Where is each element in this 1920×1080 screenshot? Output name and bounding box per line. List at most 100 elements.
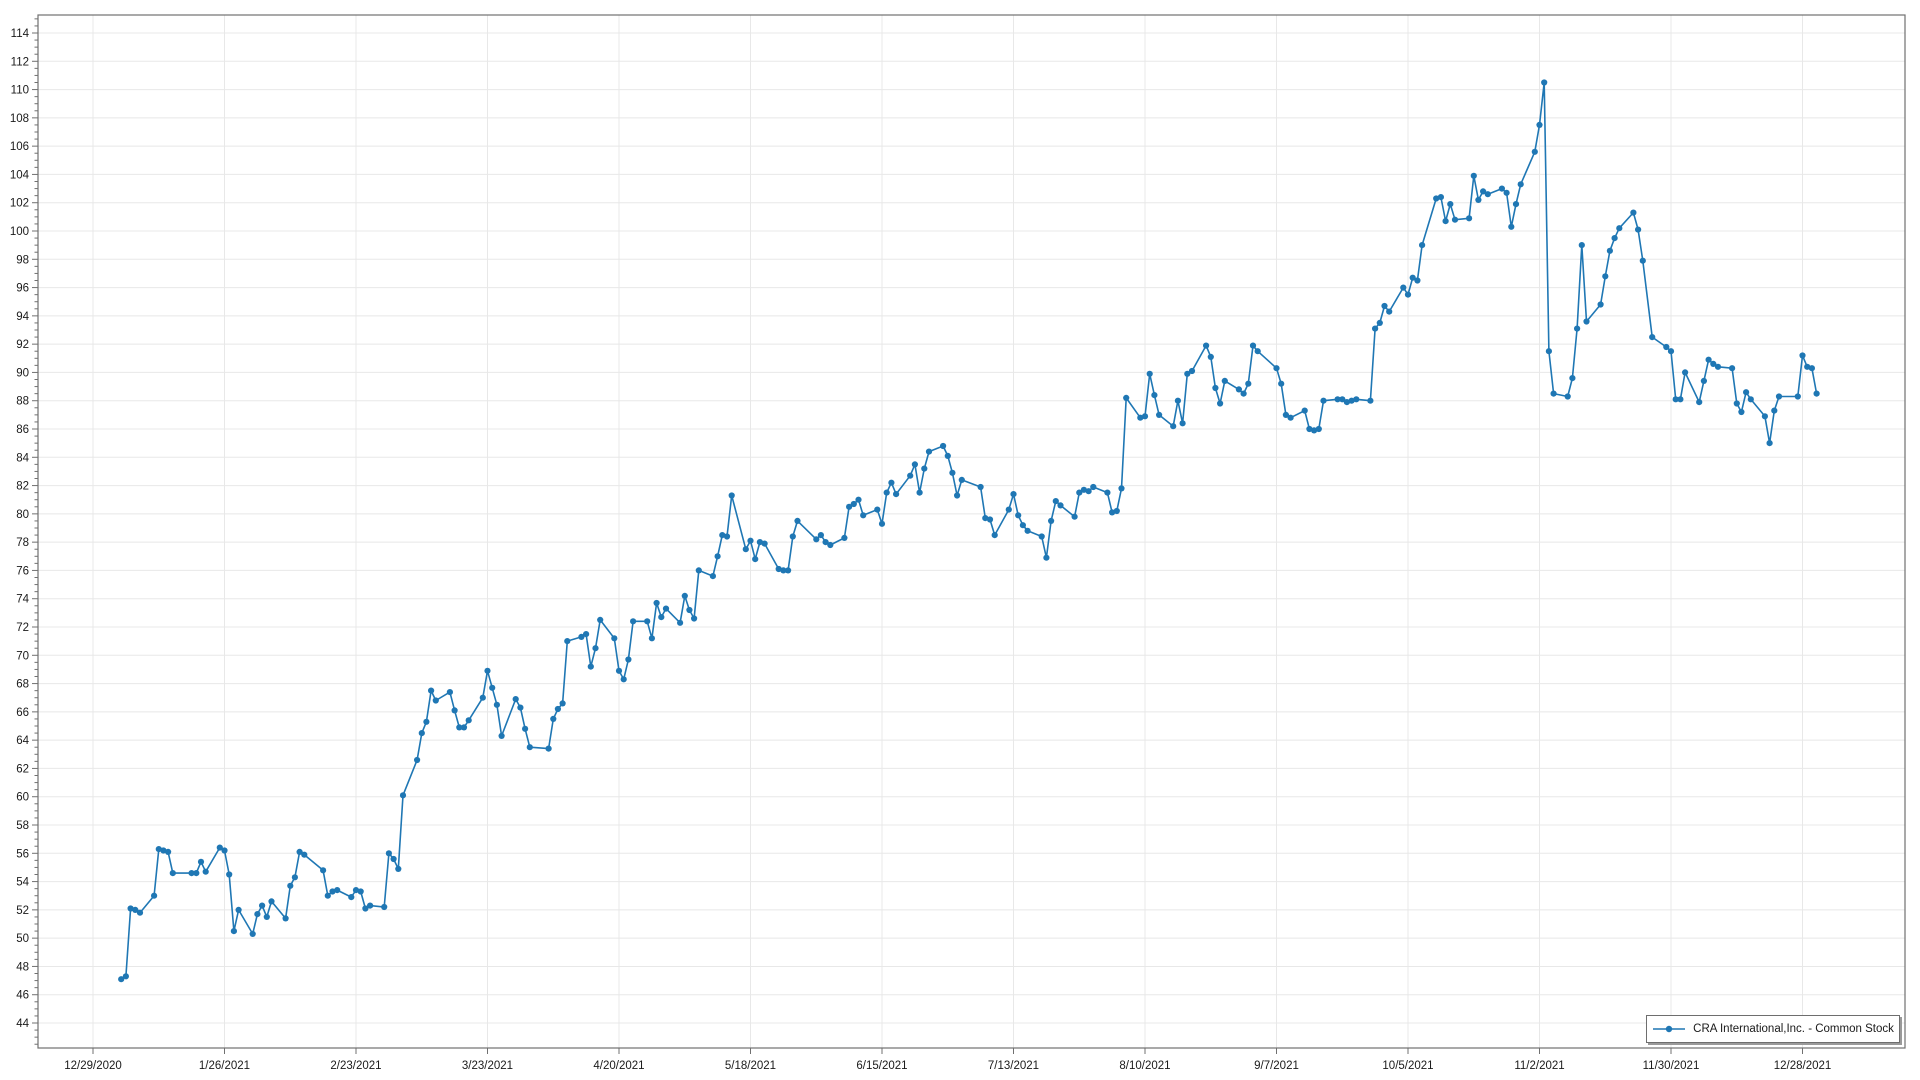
data-point [1019, 522, 1026, 529]
data-point [1794, 393, 1801, 400]
data-point [940, 442, 947, 450]
data-point [625, 656, 632, 663]
x-tick-label: 10/5/2021 [1382, 1060, 1433, 1072]
legend[interactable]: CRA International,Inc. - Common Stock [1646, 1015, 1900, 1043]
data-point [1080, 486, 1087, 493]
data-point [1174, 397, 1181, 404]
y-tick-label: 62 [16, 763, 29, 775]
y-tick-label: 80 [16, 509, 29, 521]
y-tick-label: 68 [16, 679, 29, 691]
data-point [1217, 400, 1224, 407]
data-point [1672, 396, 1679, 403]
y-tick-label: 92 [16, 339, 29, 351]
data-point [1649, 334, 1656, 341]
data-point [1700, 377, 1707, 384]
data-point [1447, 201, 1454, 208]
data-point [334, 887, 341, 894]
data-point [169, 870, 176, 877]
data-point [136, 909, 144, 916]
data-point [756, 539, 764, 546]
data-point [662, 605, 670, 612]
data-point [188, 870, 195, 877]
data-point [775, 565, 782, 573]
data-point [1437, 194, 1444, 201]
data-point [1071, 513, 1078, 520]
data-point [691, 615, 698, 622]
data-point [1442, 218, 1449, 225]
y-tick-label: 114 [11, 28, 30, 40]
data-point [597, 616, 604, 624]
data-point [1667, 348, 1675, 355]
data-point [151, 892, 158, 899]
y-tick-label: 48 [16, 961, 29, 973]
data-point [761, 540, 768, 547]
legend-line-marker-icon [1653, 1025, 1686, 1033]
data-point [785, 567, 792, 574]
data-point [301, 851, 308, 858]
data-point [648, 635, 656, 642]
data-point [1517, 181, 1524, 188]
data-point [1156, 411, 1163, 418]
data-point [517, 704, 524, 711]
data-point [1799, 352, 1806, 359]
data-point [1705, 356, 1712, 363]
data-point [1249, 342, 1257, 349]
data-point [221, 847, 228, 854]
x-tick-label: 2/23/2021 [330, 1060, 381, 1072]
y-tick-label: 84 [16, 452, 29, 464]
data-point [1729, 365, 1736, 372]
data-point [512, 696, 519, 703]
data-point [254, 911, 261, 918]
data-point [709, 573, 717, 580]
data-point [653, 599, 660, 607]
data-point [916, 489, 923, 496]
data-point [1677, 396, 1684, 403]
y-tick-label: 90 [16, 367, 29, 379]
data-point [1710, 360, 1717, 367]
y-tick-label: 52 [16, 905, 29, 917]
data-point [1611, 235, 1618, 242]
data-point [723, 533, 731, 540]
x-tick-label: 11/30/2021 [1643, 1060, 1700, 1072]
data-point [620, 676, 627, 683]
data-point [352, 887, 360, 894]
x-tick-label: 9/7/2021 [1254, 1060, 1299, 1072]
data-point [1574, 325, 1581, 332]
data-point [789, 533, 796, 540]
data-point [268, 898, 275, 905]
data-point [1475, 196, 1482, 203]
data-point [911, 461, 919, 468]
y-tick-label: 44 [16, 1018, 29, 1030]
y-tick-label: 56 [16, 848, 29, 860]
data-point [1470, 172, 1477, 179]
y-tick-label: 88 [16, 396, 29, 408]
data-point [728, 492, 735, 499]
data-point [954, 492, 961, 499]
data-point [991, 532, 998, 539]
data-point [860, 512, 867, 519]
data-point [1766, 440, 1773, 447]
data-point [1113, 507, 1120, 515]
data-point [1273, 365, 1280, 372]
plot-border [37, 14, 1906, 1049]
data-point [324, 892, 331, 899]
data-point [296, 848, 303, 856]
data-point [1498, 185, 1505, 192]
data-point [362, 905, 369, 912]
legend-label: CRA International,Inc. - Common Stock [1693, 1023, 1894, 1035]
data-point [592, 645, 599, 652]
data-point [1733, 400, 1740, 407]
data-point [1024, 527, 1031, 534]
data-point [460, 724, 468, 731]
y-tick-label: 96 [16, 283, 29, 295]
y-tick-label: 64 [16, 735, 29, 747]
data-point [202, 868, 209, 875]
data-point [1451, 216, 1459, 223]
data-point [1372, 325, 1379, 332]
data-point [122, 973, 129, 980]
data-point [399, 792, 407, 799]
data-point [949, 469, 956, 476]
y-tick-label: 74 [16, 594, 29, 606]
data-point [193, 870, 200, 877]
